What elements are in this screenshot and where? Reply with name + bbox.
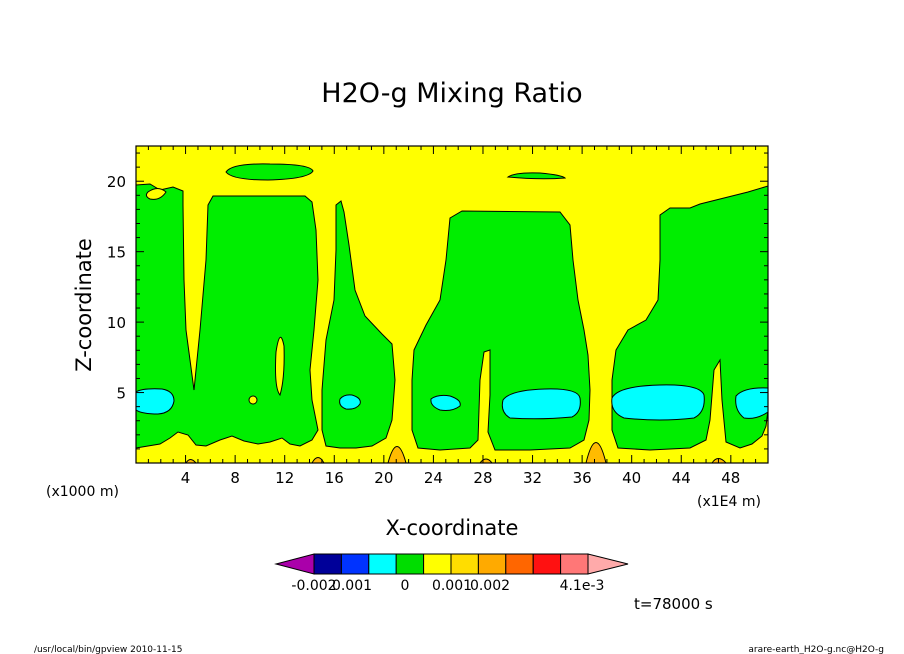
x-tick-label: 12 xyxy=(275,469,294,487)
x-axis-label: X-coordinate xyxy=(386,516,519,540)
y-tick-label: 20 xyxy=(107,173,126,191)
footer-right: arare-earth_H2O-g.nc@H2O-g xyxy=(748,645,884,654)
colorbar-label: 0.001 xyxy=(332,578,372,594)
x-tick-label: 20 xyxy=(374,469,393,487)
cyan-regions xyxy=(136,384,768,421)
y-ticks xyxy=(136,152,768,450)
y-tick-label: 5 xyxy=(116,385,126,403)
colorbar-cell xyxy=(450,553,479,575)
x-unit-left: (x1000 m) xyxy=(46,484,119,500)
plot-frame xyxy=(135,145,769,464)
plot-area xyxy=(136,146,768,463)
time-label: t=78000 s xyxy=(634,595,713,613)
colorbar-label: -0.002 xyxy=(291,578,336,594)
yellow-holes xyxy=(145,188,285,405)
x-tick-label: 4 xyxy=(181,469,191,487)
x-tick-label: 16 xyxy=(325,469,344,487)
colorbar-cell xyxy=(340,553,370,575)
colorbar-cell xyxy=(505,553,534,575)
x-tick-label: 32 xyxy=(523,469,542,487)
cloud-region-6 xyxy=(506,172,567,180)
colorbar-cell xyxy=(560,553,589,575)
chart-title: H2O-g Mixing Ratio xyxy=(321,78,582,109)
colorbar-label: 0.002 xyxy=(470,578,510,594)
colorbar-label: 0 xyxy=(401,578,410,594)
x-tick-label: 40 xyxy=(622,469,641,487)
colorbar-label: 0.001 xyxy=(432,578,472,594)
colorbar-min-arrow xyxy=(274,553,315,575)
x-tick-label: 44 xyxy=(672,469,691,487)
cloud-region-2 xyxy=(321,200,396,449)
colorbar-cell xyxy=(395,553,425,575)
colorbar-cell xyxy=(477,553,507,575)
y-tick-label: 15 xyxy=(107,244,126,262)
colorbar-label: 4.1e-3 xyxy=(560,578,605,594)
colorbar xyxy=(274,553,629,575)
x-tick-label: 8 xyxy=(230,469,240,487)
x-tick-label: 36 xyxy=(573,469,592,487)
colorbar-cell xyxy=(423,553,452,575)
x-tick-label: 28 xyxy=(473,469,492,487)
x-tick-label: 24 xyxy=(424,469,443,487)
colorbar-cell xyxy=(532,553,562,575)
x-unit-right: (x1E4 m) xyxy=(697,494,761,510)
y-axis-label: Z-coordinate xyxy=(72,238,96,372)
colorbar-cell xyxy=(313,553,342,575)
x-ticks xyxy=(147,146,757,463)
y-tick-labels: 5 10 15 20 xyxy=(107,173,126,402)
colorbar-cell xyxy=(368,553,397,575)
y-tick-label: 10 xyxy=(107,314,126,332)
cloud-region-5 xyxy=(225,163,314,181)
cloud-region-1 xyxy=(136,183,319,449)
x-tick-label: 48 xyxy=(721,469,740,487)
x-tick-labels: 4 8 12 16 20 24 28 32 36 40 44 48 xyxy=(181,469,741,487)
colorbar-max-arrow xyxy=(587,553,629,575)
cloud-region-4 xyxy=(611,185,768,451)
footer-left: /usr/local/bin/gpview 2010-11-15 xyxy=(34,645,182,654)
